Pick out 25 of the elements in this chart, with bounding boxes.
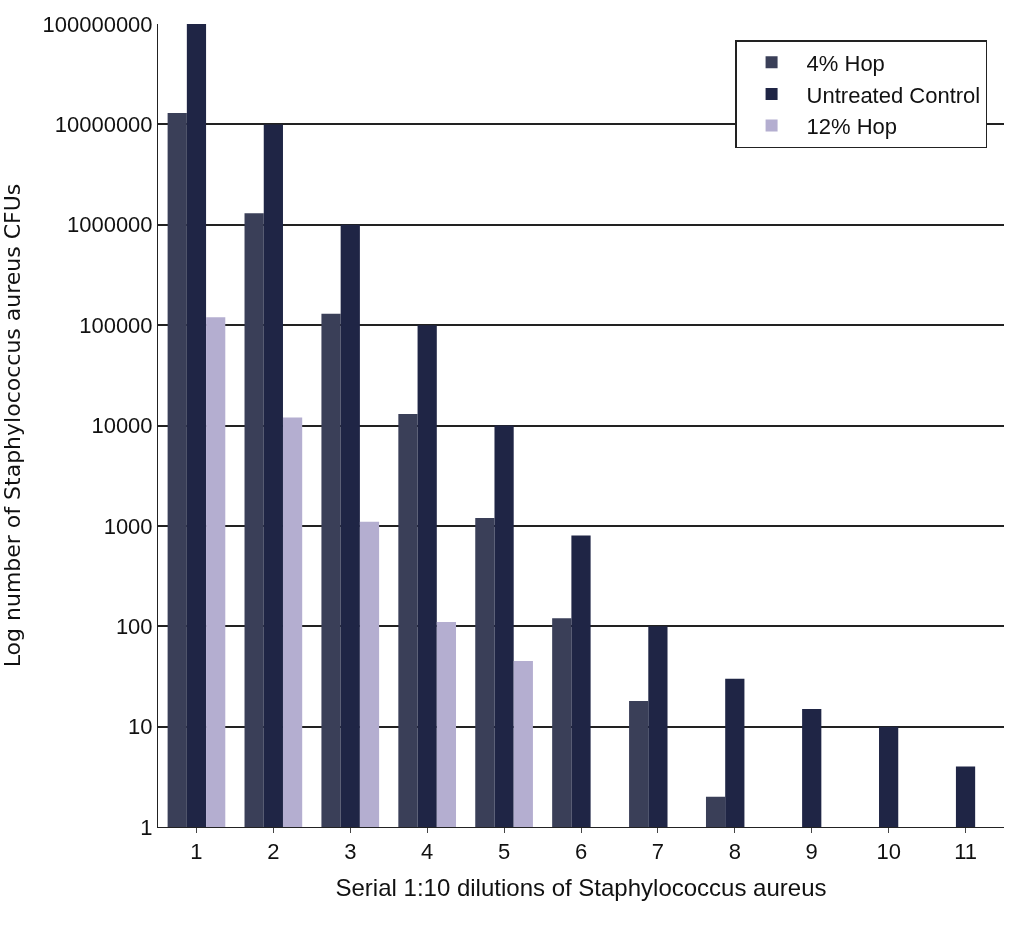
x-tick-label: 3 [344,839,357,865]
y-tick-label: 10 [128,714,153,740]
x-tick-label: 2 [267,839,280,865]
x-tick-label: 6 [574,839,588,865]
x-tick-label: 7 [651,839,665,865]
y-tick-label: 100000 [79,312,153,338]
x-tick-label: 10 [876,839,901,865]
y-tick-label: 1000 [103,513,153,539]
y-tick-label: 100000000 [42,11,153,37]
legend-label: Untreated Control [806,82,981,108]
legend-label: 12% Hop [806,114,898,140]
x-axis-title: Serial 1:10 dilutions of Staphylococcus aureus [335,873,827,901]
x-tick-label: 5 [497,839,511,865]
x-tick-label: 11 [954,839,977,865]
legend-label: 4% Hop [806,50,885,76]
y-tick-label: 1 [140,814,153,840]
x-tick-label: 9 [805,839,818,865]
x-tick-label: 1 [190,839,203,865]
x-tick-label: 8 [728,839,741,865]
y-tick-label: 10000000 [54,112,153,138]
y-tick-label: 1000000 [66,212,153,238]
y-axis-title: Log number of Staphylococcus aureus CFUs [0,183,26,668]
x-tick-label: 4 [421,839,434,865]
y-tick-label: 10000 [91,413,153,439]
y-tick-label: 100 [115,613,153,639]
